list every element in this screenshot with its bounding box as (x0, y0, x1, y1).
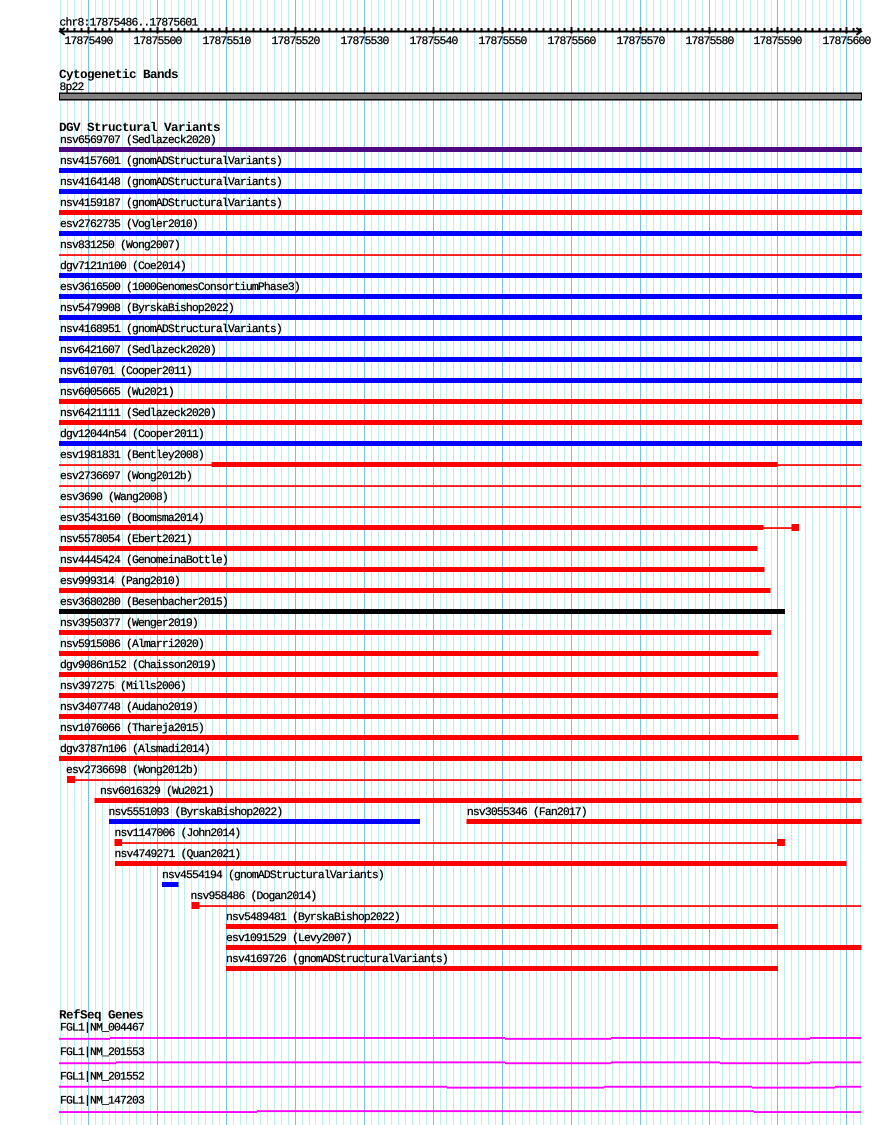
svg-text:17875580: 17875580 (686, 36, 735, 48)
svg-text:8p22: 8p22 (60, 82, 85, 94)
svg-text:esv999314 (Pang2010): esv999314 (Pang2010) (60, 575, 180, 588)
svg-text:17875550: 17875550 (479, 36, 528, 48)
svg-text:dgv7121n100 (Coe2014): dgv7121n100 (Coe2014) (60, 260, 186, 273)
svg-text:17875600: 17875600 (823, 36, 872, 48)
svg-text:esv1981831 (Bentley2008): esv1981831 (Bentley2008) (60, 449, 204, 462)
svg-text:17875560: 17875560 (548, 36, 597, 48)
svg-text:esv3680280 (Besenbacher2015): esv3680280 (Besenbacher2015) (60, 596, 228, 609)
svg-text:17875570: 17875570 (617, 36, 666, 48)
svg-text:nsv6421111 (Sedlazeck2020): nsv6421111 (Sedlazeck2020) (60, 407, 216, 420)
svg-text:nsv1147006 (John2014): nsv1147006 (John2014) (115, 827, 241, 840)
svg-text:nsv3950377 (Wenger2019): nsv3950377 (Wenger2019) (60, 617, 198, 630)
svg-text:nsv958486 (Dogan2014): nsv958486 (Dogan2014) (191, 890, 317, 903)
svg-text:nsv5578054 (Ebert2021): nsv5578054 (Ebert2021) (60, 533, 192, 546)
svg-text:nsv6016329 (Wu2021): nsv6016329 (Wu2021) (100, 785, 214, 798)
svg-text:nsv5489481 (ByrskaBishop2022): nsv5489481 (ByrskaBishop2022) (226, 911, 400, 924)
svg-text:FGL1|NM_147203: FGL1|NM_147203 (60, 1095, 145, 1108)
svg-text:nsv397275 (Mills2006): nsv397275 (Mills2006) (60, 680, 186, 693)
svg-text:nsv5551093 (ByrskaBishop2022): nsv5551093 (ByrskaBishop2022) (109, 806, 283, 819)
svg-text:nsv4554194 (gnomADStructuralVa: nsv4554194 (gnomADStructuralVariants) (162, 869, 384, 882)
svg-text:esv2736697 (Wong2012b): esv2736697 (Wong2012b) (60, 470, 192, 483)
svg-text:nsv4749271 (Quan2021): nsv4749271 (Quan2021) (115, 848, 241, 861)
svg-text:17875540: 17875540 (410, 36, 459, 48)
svg-text:esv2762735 (Vogler2010): esv2762735 (Vogler2010) (60, 218, 198, 231)
svg-text:nsv1076066 (Thareja2015): nsv1076066 (Thareja2015) (60, 722, 204, 735)
svg-text:dgv9086n152 (Chaisson2019): dgv9086n152 (Chaisson2019) (60, 659, 216, 672)
svg-text:esv2736698 (Wong2012b): esv2736698 (Wong2012b) (66, 764, 198, 777)
svg-text:nsv610701 (Cooper2011): nsv610701 (Cooper2011) (60, 365, 192, 378)
svg-text:nsv4168951 (gnomADStructuralVa: nsv4168951 (gnomADStructuralVariants) (60, 323, 282, 336)
svg-text:17875500: 17875500 (134, 36, 183, 48)
svg-text:FGL1|NM_201553: FGL1|NM_201553 (60, 1046, 145, 1059)
svg-text:nsv4159187 (gnomADStructuralVa: nsv4159187 (gnomADStructuralVariants) (60, 197, 282, 210)
svg-text:nsv6005665 (Wu2021): nsv6005665 (Wu2021) (60, 386, 174, 399)
svg-text:17875510: 17875510 (203, 36, 252, 48)
svg-text:DGV Structural Variants: DGV Structural Variants (59, 121, 220, 135)
svg-text:dgv12044n54 (Cooper2011): dgv12044n54 (Cooper2011) (60, 428, 204, 441)
svg-text:nsv4445424 (GenomeinaBottle): nsv4445424 (GenomeinaBottle) (60, 554, 228, 567)
svg-text:dgv3787n106 (Alsmadi2014): dgv3787n106 (Alsmadi2014) (60, 743, 210, 756)
svg-text:17875520: 17875520 (272, 36, 321, 48)
svg-text:nsv4157601 (gnomADStructuralVa: nsv4157601 (gnomADStructuralVariants) (60, 155, 282, 168)
svg-text:17875490: 17875490 (65, 36, 114, 48)
svg-text:nsv5915086 (Almarri2020): nsv5915086 (Almarri2020) (60, 638, 204, 651)
svg-text:nsv6569707 (Sedlazeck2020): nsv6569707 (Sedlazeck2020) (60, 134, 216, 147)
svg-text:esv3616500 (1000GenomesConsort: esv3616500 (1000GenomesConsortiumPhase3) (60, 281, 300, 294)
svg-text:esv1091529 (Levy2007): esv1091529 (Levy2007) (226, 932, 352, 945)
svg-text:nsv3055346 (Fan2017): nsv3055346 (Fan2017) (467, 806, 587, 819)
svg-text:nsv6421607 (Sedlazeck2020): nsv6421607 (Sedlazeck2020) (60, 344, 216, 357)
svg-text:nsv831250 (Wong2007): nsv831250 (Wong2007) (60, 239, 180, 252)
svg-text:esv3690 (Wang2008): esv3690 (Wang2008) (60, 491, 168, 504)
svg-text:FGL1|NM_004467: FGL1|NM_004467 (60, 1022, 144, 1035)
svg-text:17875530: 17875530 (341, 36, 390, 48)
svg-text:RefSeq Genes: RefSeq Genes (59, 1009, 143, 1023)
svg-text:esv3543160 (Boomsma2014): esv3543160 (Boomsma2014) (60, 512, 204, 525)
svg-text:nsv4169726 (gnomADStructuralVa: nsv4169726 (gnomADStructuralVariants) (226, 953, 448, 966)
svg-text:FGL1|NM_201552: FGL1|NM_201552 (60, 1070, 145, 1083)
svg-text:nsv5479908 (ByrskaBishop2022): nsv5479908 (ByrskaBishop2022) (60, 302, 234, 315)
svg-text:chr8:17875486..17875601: chr8:17875486..17875601 (60, 16, 199, 29)
svg-text:17875590: 17875590 (754, 36, 803, 48)
svg-text:nsv3407748 (Audano2019): nsv3407748 (Audano2019) (60, 701, 198, 714)
svg-text:nsv4164148 (gnomADStructuralVa: nsv4164148 (gnomADStructuralVariants) (60, 176, 282, 189)
svg-text:Cytogenetic Bands: Cytogenetic Bands (59, 68, 178, 82)
